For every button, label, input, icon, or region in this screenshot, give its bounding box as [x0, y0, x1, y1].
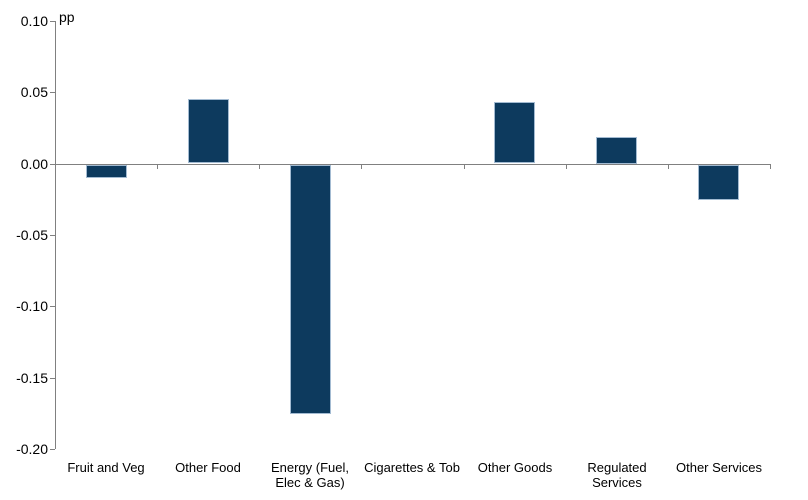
category-label: Energy (Fuel, Elec & Gas) [270, 460, 350, 490]
x-axis-tick [566, 164, 567, 169]
x-axis-tick [157, 164, 158, 169]
x-axis-tick [770, 164, 771, 169]
category-label: Other Food [175, 460, 241, 475]
category-label: Cigarettes & Tob [364, 460, 460, 475]
y-axis-tick [50, 21, 55, 22]
bar [494, 102, 535, 163]
bar [290, 165, 331, 414]
category-label: Fruit and Veg [67, 460, 145, 475]
y-axis-tick [50, 235, 55, 236]
x-axis-tick [259, 164, 260, 169]
y-axis-unit-label: pp [59, 9, 75, 25]
category-label: Other Goods [477, 460, 553, 475]
bar [596, 137, 637, 164]
y-axis-tick [50, 306, 55, 307]
y-axis-tick [50, 164, 55, 165]
category-label: Regulated Services [587, 460, 647, 490]
bar [188, 99, 229, 163]
y-axis-tick [50, 378, 55, 379]
y-axis-line [55, 21, 56, 449]
y-tick-label: -0.10 [16, 298, 48, 314]
category-label: Other Services [676, 460, 762, 475]
x-axis-tick [464, 164, 465, 169]
bar [86, 165, 127, 178]
y-tick-label: -0.05 [16, 227, 48, 243]
y-tick-label: -0.20 [16, 441, 48, 457]
x-axis-line [55, 164, 771, 165]
y-axis-tick [50, 92, 55, 93]
y-tick-label: -0.15 [16, 370, 48, 386]
x-axis-tick [668, 164, 669, 169]
bar [698, 165, 739, 200]
y-tick-label: 0.05 [20, 84, 48, 100]
y-axis-tick [50, 449, 55, 450]
y-tick-label: 0.00 [20, 156, 48, 172]
y-tick-label: 0.10 [20, 13, 48, 29]
x-axis-tick [361, 164, 362, 169]
